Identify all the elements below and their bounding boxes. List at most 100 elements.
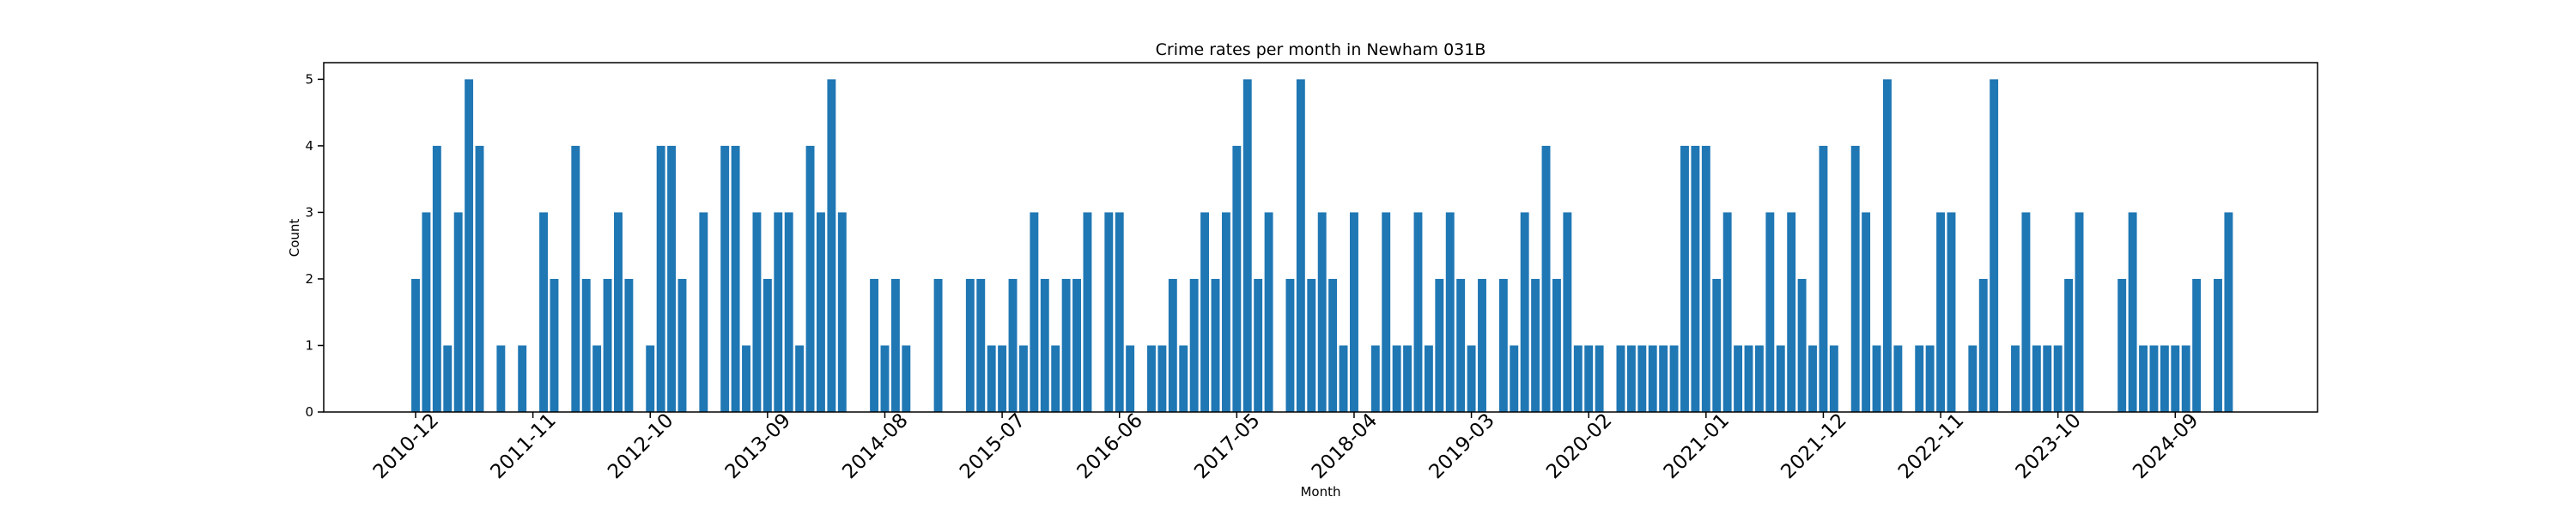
x-tick-label: 2021-12 [1777,409,1850,483]
bar [1680,145,1689,412]
bar [933,278,943,412]
bar [1648,345,1657,412]
bar [1285,278,1295,412]
bar [624,278,634,412]
bar [2171,345,2180,412]
bar [1157,345,1167,412]
bar [614,212,623,412]
bar [1552,278,1561,412]
bar [592,345,602,412]
bar [550,278,559,412]
bar [1734,345,1743,412]
x-tick-label: 2023-10 [2012,409,2086,483]
y-tick-label: 1 [305,337,313,353]
bar [432,145,441,412]
x-tick-label: 2016-06 [1073,409,1147,483]
bar [1626,345,1636,412]
plot-frame [323,62,2318,413]
bar [1232,145,1242,412]
bar [1147,345,1156,412]
bar [1061,278,1071,412]
bar [1242,79,1252,412]
bar [1392,345,1401,412]
x-axis-label: Month [1300,484,1340,500]
bar [1350,212,1358,412]
bar [1104,212,1114,412]
bar [1030,212,1039,412]
bar [987,345,996,412]
bar [1819,145,1828,412]
x-tick-label: 2020-02 [1542,409,1616,483]
bar [422,212,431,412]
x-tick-label: 2011-11 [486,409,560,483]
bar [837,212,847,412]
bar [1584,345,1594,412]
bar [1808,345,1817,412]
bar [870,278,879,412]
bar [902,345,911,412]
bar [2064,278,2074,412]
y-tick-label: 2 [305,271,313,287]
bar [1978,278,1988,412]
bar [411,278,420,412]
bar [2021,212,2031,412]
bar [1520,212,1529,412]
bar [752,212,762,412]
bar [2192,278,2202,412]
bar [817,212,825,412]
x-tick-label: 2019-03 [1425,409,1498,483]
bar [667,145,677,412]
bar [2181,345,2190,412]
bar [571,145,580,412]
bar [496,345,506,412]
bar [1413,212,1423,412]
bar [1595,345,1604,412]
bar [1915,345,1924,412]
bar [1115,212,1124,412]
bar [1936,212,1946,412]
bar [1498,278,1508,412]
y-axis-label: Count [287,219,302,258]
x-tick-label: 2024-09 [2129,409,2202,483]
bar [453,212,463,412]
bar [795,345,805,412]
bar [1541,145,1551,412]
bar [1296,79,1305,412]
bar [2139,345,2148,412]
bar [1179,345,1188,412]
bar [1072,278,1081,412]
bar [1510,345,1519,412]
bar [1616,345,1625,412]
bar [1445,212,1455,412]
bar [699,212,708,412]
bar [1744,345,1753,412]
bar [2011,345,2020,412]
bar [1339,345,1348,412]
bar [1264,212,1273,412]
bar [2149,345,2159,412]
bar [1669,345,1679,412]
bar [1008,278,1018,412]
bar [1018,345,1028,412]
bar [805,145,815,412]
bar [880,345,890,412]
bar [2053,345,2063,412]
bar [762,278,772,412]
bar [1467,345,1476,412]
x-tick-label: 2018-04 [1308,409,1382,483]
bar [998,345,1007,412]
x-tick-label: 2013-09 [721,409,795,483]
bar [1221,212,1230,412]
bar [1254,278,1263,412]
bar [1307,278,1316,412]
bar [1424,345,1433,412]
x-tick-label: 2010-12 [369,409,443,483]
bar [443,345,453,412]
bar [518,345,527,412]
bar [2117,278,2127,412]
x-tick-label: 2015-07 [956,409,1030,483]
bar [1083,212,1092,412]
bar [1370,345,1380,412]
bar [1712,278,1722,412]
